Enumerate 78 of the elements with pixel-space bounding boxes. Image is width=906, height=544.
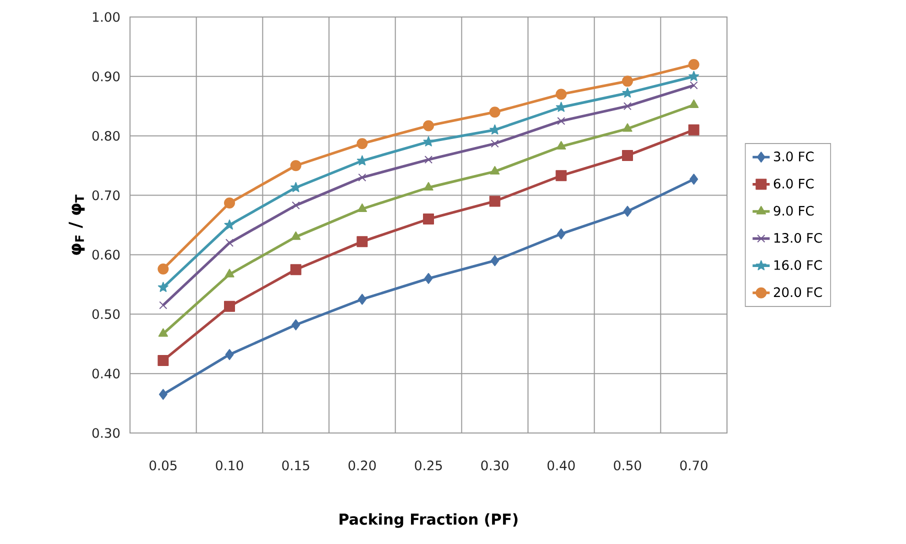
point (557, 116, 566, 126)
point (224, 300, 236, 312)
point (556, 88, 567, 100)
point (424, 182, 434, 191)
point (688, 59, 700, 70)
legend-label: 6.0 FC (774, 178, 814, 189)
point (490, 166, 500, 175)
y-tick-label: 0.60 (92, 250, 120, 260)
y-tick-label: 0.30 (92, 428, 120, 438)
legend-label: 13.0 FC (774, 232, 822, 243)
x-tick-label: 0.50 (614, 460, 642, 470)
x-tick-label: 0.30 (481, 460, 508, 470)
x-tick-label: 0.25 (414, 460, 442, 470)
point (291, 231, 301, 240)
point (158, 354, 169, 366)
x-tick-label: 0.05 (150, 460, 177, 470)
x-tick-label: 0.70 (680, 460, 708, 470)
point (358, 294, 366, 305)
point (158, 328, 168, 337)
point (290, 264, 302, 276)
point (490, 140, 499, 148)
point (158, 388, 168, 400)
point (158, 282, 168, 292)
point (224, 219, 235, 230)
point (290, 160, 302, 172)
point (357, 203, 367, 212)
point (225, 238, 234, 247)
x-axis-title: Packing Fraction (PF) (340, 513, 518, 528)
point (622, 76, 633, 87)
point (623, 206, 632, 217)
legend-label: 16.0 FC (774, 260, 822, 270)
point (489, 196, 500, 207)
point (688, 70, 700, 81)
point (622, 123, 632, 132)
point (292, 201, 300, 210)
x-tick-label: 0.20 (348, 460, 376, 470)
y-axis-title: φ$_{F}$ / φ$_{T}$ (68, 194, 85, 255)
point (356, 155, 368, 166)
y-tick-label: 0.90 (92, 72, 120, 82)
point (690, 174, 698, 185)
point (423, 120, 434, 132)
point (688, 124, 700, 136)
point (556, 141, 566, 150)
point (490, 255, 500, 266)
point (224, 198, 236, 209)
point (489, 106, 500, 118)
point (158, 263, 169, 274)
y-tick-label: 0.50 (92, 309, 120, 320)
point (290, 182, 302, 192)
legend-label: 9.0 FC (774, 206, 814, 216)
point (623, 102, 632, 110)
point (292, 319, 300, 330)
y-tick-label: 0.80 (92, 130, 120, 141)
point (225, 349, 234, 360)
y-tick-label: 0.70 (92, 190, 120, 200)
point (423, 136, 434, 146)
point (224, 268, 234, 278)
point (688, 99, 699, 108)
x-tick-label: 0.40 (548, 460, 575, 470)
x-tick-label: 0.10 (216, 460, 244, 470)
point (556, 228, 566, 240)
legend-label: 20.0 FC (774, 287, 822, 298)
point (356, 236, 368, 248)
point (424, 272, 433, 284)
point (423, 214, 434, 225)
point (358, 173, 366, 182)
point (690, 81, 698, 90)
point (159, 301, 168, 310)
x-tick-label: 0.15 (282, 460, 310, 470)
point (622, 150, 633, 161)
y-tick-label: 1.00 (92, 12, 120, 22)
point (556, 102, 566, 112)
point (424, 156, 433, 164)
y-tick-label: 0.40 (92, 368, 120, 378)
point (556, 170, 567, 182)
legend-label: 3.0 FC (774, 152, 814, 162)
point (356, 138, 368, 150)
point (490, 124, 500, 134)
